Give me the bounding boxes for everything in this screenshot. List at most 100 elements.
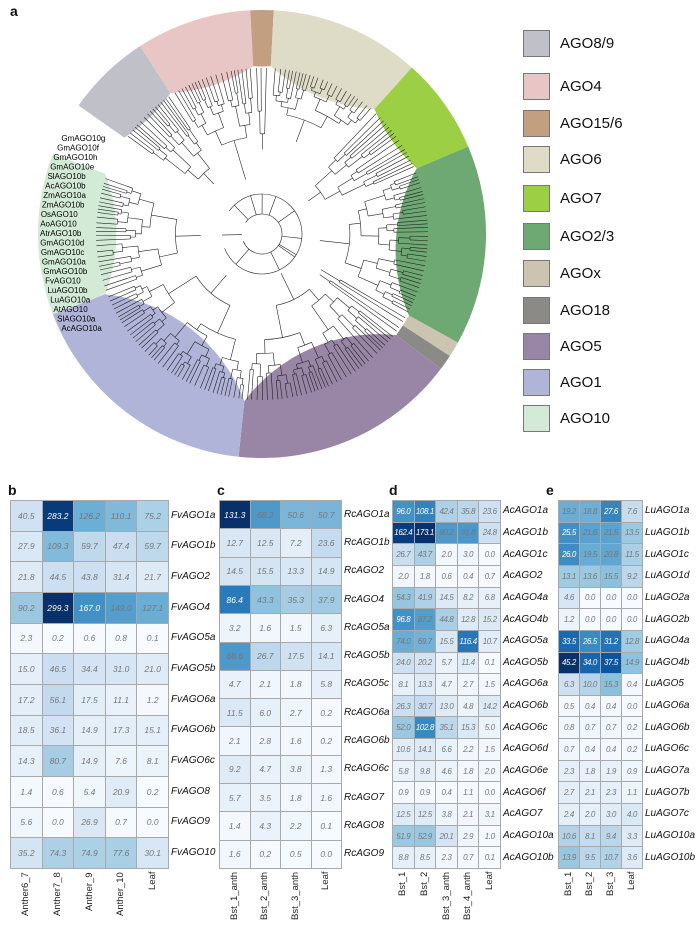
- heatmap-cell: 3.6: [621, 846, 643, 869]
- heatmap-cell: 26.7: [392, 543, 415, 566]
- row-label: AcAGO10a: [503, 830, 554, 842]
- row-label: LuAGO4b: [645, 656, 690, 668]
- heatmap-cell: 9.2: [219, 754, 251, 785]
- heatmap-cell: 43.7: [413, 543, 437, 566]
- heatmap-cell: 0.0: [310, 839, 342, 869]
- row-label: AcAGO6b: [503, 700, 549, 712]
- heatmap-cell: 14.9: [621, 651, 643, 675]
- heatmap-cell: 21.8: [10, 561, 43, 593]
- row-label: RcAGO5c: [344, 678, 390, 690]
- heatmap-cell: 9.5: [579, 846, 601, 869]
- heatmap-cell: 17.5: [73, 684, 106, 716]
- heatmap-cell: 1.1: [456, 781, 480, 805]
- tree-leaf-label: GmAGO10d: [40, 239, 84, 248]
- heatmap-cell: 8.1: [579, 824, 601, 848]
- heatmap-cell: 0.4: [600, 694, 622, 718]
- heatmap-cell: 5.0: [478, 716, 501, 740]
- heatmap-cell: 2.2: [456, 738, 480, 761]
- heatmap-cell: 102.8: [413, 716, 437, 740]
- heatmap-cell: 1.2: [136, 684, 169, 716]
- heatmap-cell: 1.8: [280, 669, 312, 700]
- clade-band-AGO18: [396, 325, 450, 369]
- tree-leaf-label: GmAGO10a: [42, 258, 87, 267]
- heatmap-cell: 4.7: [435, 673, 458, 696]
- legend-swatch: [523, 109, 550, 137]
- heatmap-cell: 0.9: [413, 781, 437, 805]
- row-label: AcAGO5a: [503, 635, 549, 647]
- row-label: AcAGO1c: [503, 548, 548, 560]
- heatmap-cell: 26.3: [392, 694, 415, 718]
- heatmap-cell: 15.3: [456, 716, 480, 740]
- legend-item: AGO5: [523, 332, 602, 360]
- heatmap-cell: 21.7: [136, 561, 169, 593]
- heatmap-cell: 96.8: [392, 608, 415, 631]
- heatmap-cell: 10.6: [558, 824, 580, 848]
- heatmap-cell: 21.5: [600, 521, 622, 545]
- column-label: Bst_1: [563, 872, 574, 897]
- heatmap-cell: 0.0: [136, 806, 169, 839]
- legend-item: AGO10: [523, 404, 610, 432]
- heatmap-cell: 13.6: [579, 564, 601, 588]
- panel-label-b: b: [8, 482, 17, 498]
- heatmap-cell: 31.0: [104, 653, 138, 685]
- heatmap-cell: 8.1: [392, 673, 415, 696]
- column-label: Bst_2: [584, 872, 595, 897]
- heatmap-cell: 0.4: [435, 781, 458, 805]
- legend-label: AGO15/6: [560, 114, 623, 132]
- heatmap-cell: 1.3: [310, 754, 342, 785]
- row-label: LuAGO7b: [645, 786, 690, 798]
- legend-item: AGO7: [523, 184, 602, 212]
- heatmap-cell: 2.2: [280, 811, 312, 841]
- heatmap-cell: 68.2: [249, 500, 281, 530]
- heatmap-cell: 0.0: [621, 586, 643, 610]
- heatmap-cell: 52.9: [413, 824, 437, 848]
- heatmap-cell: 0.8: [104, 622, 138, 655]
- heatmap-cell: 8.5: [413, 846, 437, 869]
- heatmap-cell: 4.3: [249, 811, 281, 841]
- heatmap-cell: 5.7: [219, 783, 251, 813]
- clade-band-AGO5: [238, 334, 441, 458]
- heatmap-cell: 13.5: [621, 521, 643, 545]
- heatmap-cell: 13.9: [558, 846, 580, 869]
- heatmap-cell: 50.6: [280, 500, 312, 530]
- row-label: RcAGO9: [344, 848, 385, 860]
- heatmap-cell: 0.2: [310, 726, 342, 756]
- row-label: AcAGO4a: [503, 591, 549, 603]
- heatmap-cell: 299.3: [41, 592, 75, 624]
- heatmap-cell: 2.7: [456, 673, 480, 696]
- heatmap-cell: 0.9: [392, 781, 415, 805]
- clade-band-AGO15-6: [250, 10, 274, 67]
- heatmap-cell: 0.2: [41, 622, 75, 655]
- heatmap-cell: 26.5: [579, 629, 601, 653]
- heatmap-cell: 2.8: [249, 726, 281, 756]
- heatmap-cell: 6.6: [435, 738, 458, 761]
- heatmap-cell: 80.7: [41, 745, 75, 777]
- row-label: FvAGO10: [171, 847, 216, 859]
- legend-item: AGOx: [523, 259, 601, 287]
- heatmap-cell: 0.0: [600, 608, 622, 631]
- heatmap-cell: 4.7: [219, 669, 251, 700]
- tree-leaf-label: LuAGO10a: [50, 296, 91, 305]
- heatmap-cell: 12.5: [249, 528, 281, 558]
- heatmap-cell: 21.0: [136, 653, 169, 685]
- heatmap-cell: 0.4: [579, 694, 601, 718]
- heatmap-cell: 13.0: [435, 694, 458, 718]
- heatmap-cell: 12.7: [219, 528, 251, 558]
- legend-swatch: [523, 296, 550, 324]
- heatmap-cell: 0.1: [478, 846, 501, 869]
- row-label: AcAGO7: [503, 808, 543, 820]
- heatmap-cell: 37.5: [600, 651, 622, 675]
- heatmap-cell: 0.0: [621, 608, 643, 631]
- heatmap-cell: 2.7: [280, 698, 312, 728]
- heatmap-cell: 1.5: [478, 738, 501, 761]
- heatmap-cell: 1.8: [579, 759, 601, 783]
- heatmap-cell: 0.4: [621, 673, 643, 696]
- legend-label: AGOx: [560, 264, 601, 282]
- row-label: LuAGO10b: [645, 851, 696, 863]
- heatmap-cell: 5.8: [310, 669, 342, 700]
- heatmap-cell: 2.1: [219, 726, 251, 756]
- heatmap-cell: 86.4: [219, 584, 251, 615]
- heatmap-cell: 14.1: [413, 738, 437, 761]
- row-label: FvAGO9: [171, 816, 210, 828]
